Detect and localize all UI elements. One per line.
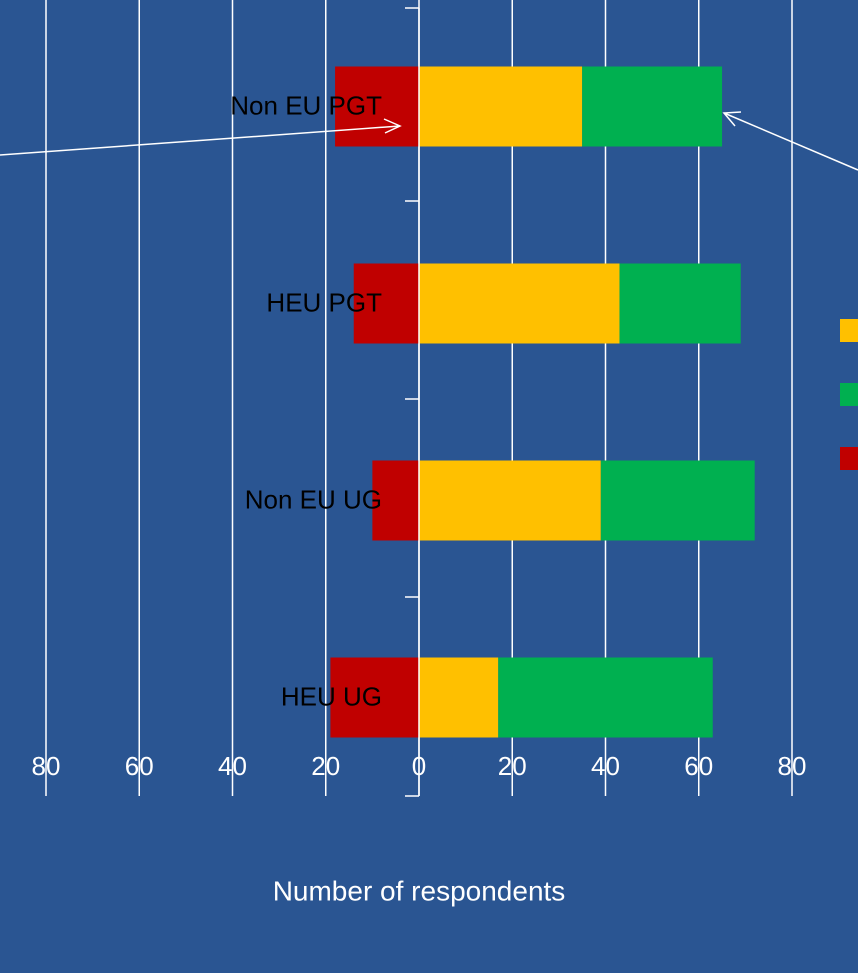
arrow-head [383, 118, 402, 134]
category-label: HEU UG [281, 681, 382, 711]
x-tick-label: 20 [311, 751, 340, 781]
bar-segment [582, 66, 723, 147]
bar-segment [619, 263, 741, 344]
bar-segment [372, 460, 419, 541]
bar-segment [600, 460, 755, 541]
x-tick-label: 20 [498, 751, 527, 781]
bar-segment [353, 263, 419, 344]
bars [330, 66, 755, 738]
legend-swatch [840, 447, 858, 470]
legend [840, 319, 858, 470]
bar-segment [419, 66, 583, 147]
arrows [0, 111, 858, 171]
legend-swatch [840, 319, 858, 342]
legend-swatch [840, 383, 858, 406]
labels: Non EU PGT HEU PGT Non EU UG HEU UG [230, 90, 382, 711]
bar-segment [419, 460, 601, 541]
bar-segment [419, 263, 620, 344]
x-tick-label: 60 [684, 751, 713, 781]
bar-segment [498, 657, 713, 738]
x-tick-label: 0 [412, 751, 426, 781]
x-tick-label: 80 [778, 751, 807, 781]
bar-segment [330, 657, 419, 738]
x-tick-label: 60 [125, 751, 154, 781]
x-axis-title: Number of respondents [273, 875, 566, 906]
bar-segment [419, 657, 499, 738]
x-tick-label: 80 [32, 751, 61, 781]
x-tick-label: 40 [218, 751, 247, 781]
arrow [723, 112, 858, 171]
category-label: Non EU UG [245, 484, 382, 514]
arrow [0, 125, 401, 156]
arrow-head [722, 111, 742, 127]
x-tick-label: 40 [591, 751, 620, 781]
category-label: HEU PGT [266, 287, 382, 317]
bar-segment [335, 66, 419, 147]
category-axis [405, 7, 420, 797]
category-label: Non EU PGT [230, 90, 382, 120]
